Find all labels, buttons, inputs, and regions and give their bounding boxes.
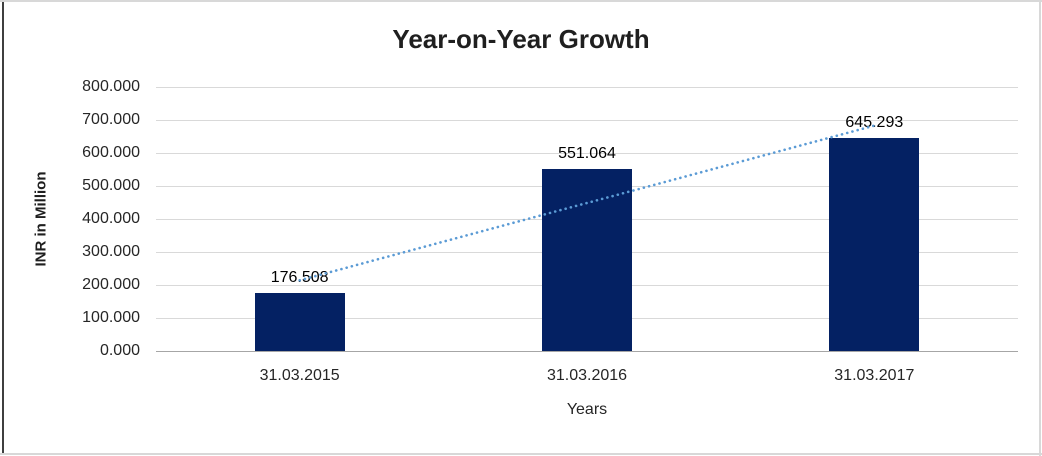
- bar-value-label: 645.293: [845, 114, 904, 132]
- y-tick-label: 100.000: [82, 309, 140, 326]
- x-axis-line: [156, 350, 1018, 352]
- frame-border-right: [1039, 0, 1041, 456]
- chart-title: Year-on-Year Growth: [392, 24, 650, 54]
- y-tick-label: 700.000: [82, 111, 140, 128]
- bar-value-label: 176.508: [270, 268, 329, 286]
- x-tick-label: 31.03.2017: [834, 367, 915, 384]
- y-tick-label: 800.000: [82, 78, 140, 95]
- y-tick-label: 200.000: [82, 276, 140, 293]
- bar-31.03.2017: [829, 138, 920, 351]
- x-tick-label: 31.03.2016: [546, 367, 628, 384]
- x-tick-label: 31.03.2015: [259, 367, 340, 384]
- y-tick-label: 0.000: [99, 342, 140, 359]
- y-tick-label: 600.000: [82, 144, 140, 161]
- x-axis-title: Years: [566, 401, 608, 418]
- gridline: [156, 86, 1018, 88]
- y-tick-label: 400.000: [82, 210, 140, 227]
- y-tick-label: 500.000: [82, 177, 140, 194]
- frame-border-top: [0, 0, 1042, 2]
- frame-border-left: [2, 2, 4, 453]
- bar-value-label: 551.064: [558, 145, 616, 163]
- bar-31.03.2015: [254, 292, 345, 351]
- gridline: [156, 119, 1018, 121]
- frame-border-bottom: [0, 453, 1042, 455]
- bar-31.03.2016: [542, 169, 632, 351]
- y-tick-label: 300.000: [82, 243, 140, 260]
